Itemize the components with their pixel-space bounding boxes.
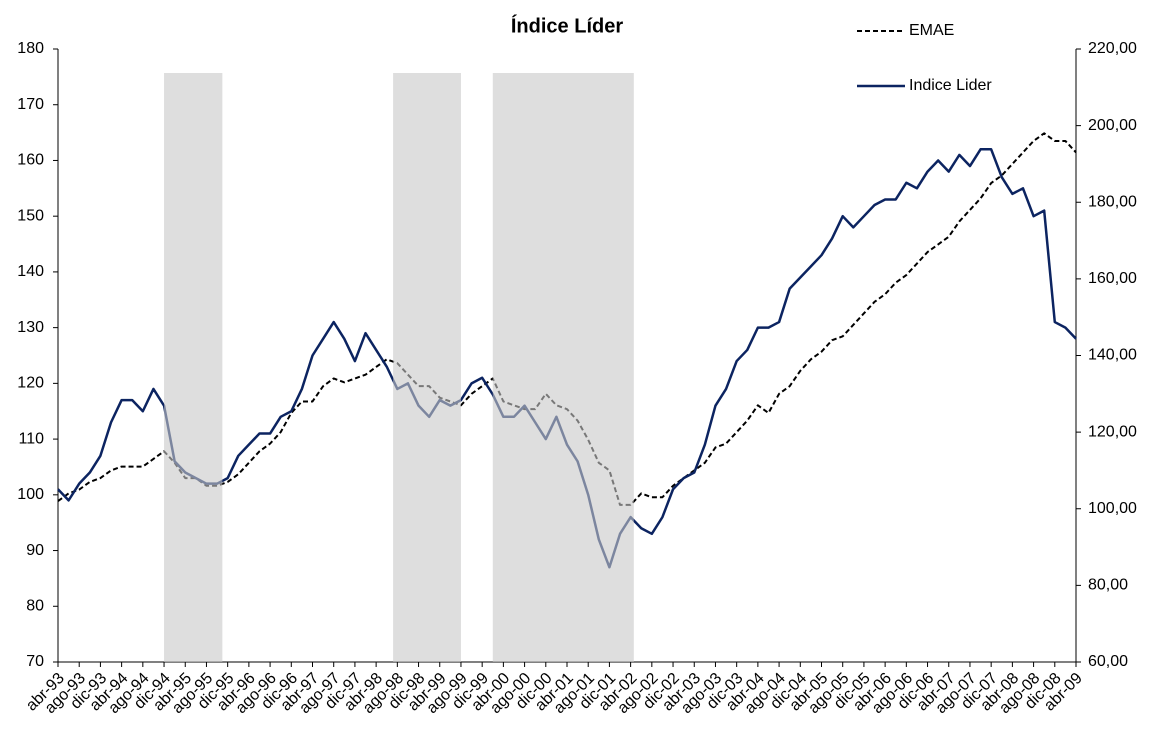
- y2-tick-label: 140,00: [1088, 347, 1137, 364]
- y-tick-label: 140: [17, 263, 44, 280]
- y-tick-label: 90: [26, 542, 44, 559]
- y-tick-label: 180: [17, 40, 44, 57]
- shaded-period: [393, 73, 461, 662]
- shaded-period: [492, 73, 634, 662]
- y2-tick-label: 180,00: [1088, 193, 1137, 210]
- y-tick-label: 130: [17, 319, 44, 336]
- y-tick-label: 170: [17, 96, 44, 113]
- y-tick-label: 100: [17, 486, 44, 503]
- y2-tick-label: 160,00: [1088, 270, 1137, 287]
- y-tick-label: 110: [18, 430, 44, 447]
- y2-tick-label: 60,00: [1088, 653, 1128, 670]
- y-tick-label: 120: [17, 375, 44, 392]
- y2-tick-label: 220,00: [1088, 40, 1137, 57]
- legend-label: EMAE: [909, 22, 954, 39]
- chart-title: Índice Líder: [511, 14, 623, 37]
- shaded-period: [164, 73, 223, 662]
- y2-tick-label: 80,00: [1088, 577, 1128, 594]
- y-tick-label: 70: [26, 653, 44, 670]
- y-tick-label: 80: [26, 597, 44, 614]
- legend-label: Indice Lider: [909, 77, 992, 94]
- y2-tick-label: 100,00: [1088, 500, 1137, 517]
- y2-tick-label: 200,00: [1088, 117, 1137, 134]
- y-tick-label: 150: [17, 207, 44, 224]
- y-tick-label: 160: [17, 152, 44, 169]
- y2-tick-label: 120,00: [1088, 423, 1137, 440]
